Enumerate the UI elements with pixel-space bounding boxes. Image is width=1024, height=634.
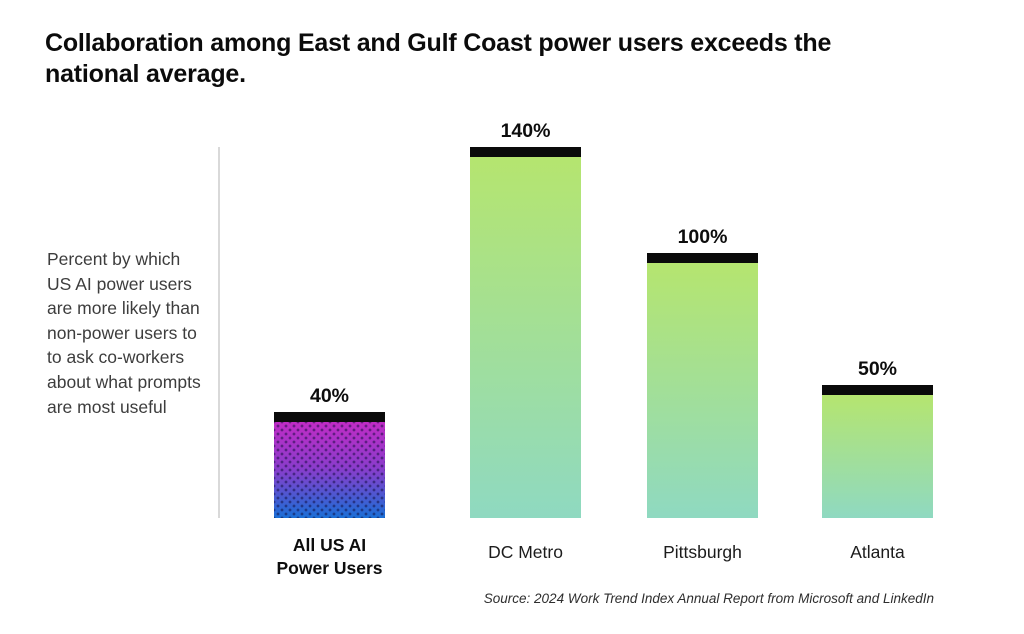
bar-body <box>647 263 758 518</box>
bar-value-label: 40% <box>309 385 350 407</box>
chart-title: Collaboration among East and Gulf Coast … <box>45 29 832 88</box>
bar-dc-metro <box>470 147 581 518</box>
y-axis-note: Percent by which US AI power users are m… <box>47 249 201 417</box>
bar-body <box>470 157 581 518</box>
source-note: Source: 2024 Work Trend Index Annual Rep… <box>483 591 934 606</box>
bar-category-label: All US AI Power Users <box>276 535 383 578</box>
y-axis-line <box>218 147 220 518</box>
bar-value-label: 50% <box>857 358 898 380</box>
bar-atlanta <box>822 385 933 518</box>
bar-cap <box>647 253 758 263</box>
bar-value-label: 100% <box>677 226 728 248</box>
bar-body <box>274 422 385 518</box>
bar-body <box>822 395 933 518</box>
bar-category-label: Pittsburgh <box>663 542 742 562</box>
bar-all-us-ai-power-users <box>274 412 385 518</box>
bar-category-label: Atlanta <box>850 542 905 562</box>
bar-cap <box>470 147 581 157</box>
bar-cap <box>274 412 385 422</box>
bar-value-label: 140% <box>500 120 551 142</box>
bar-category-label: DC Metro <box>488 542 563 562</box>
bar-pittsburgh <box>647 253 758 518</box>
bar-cap <box>822 385 933 395</box>
